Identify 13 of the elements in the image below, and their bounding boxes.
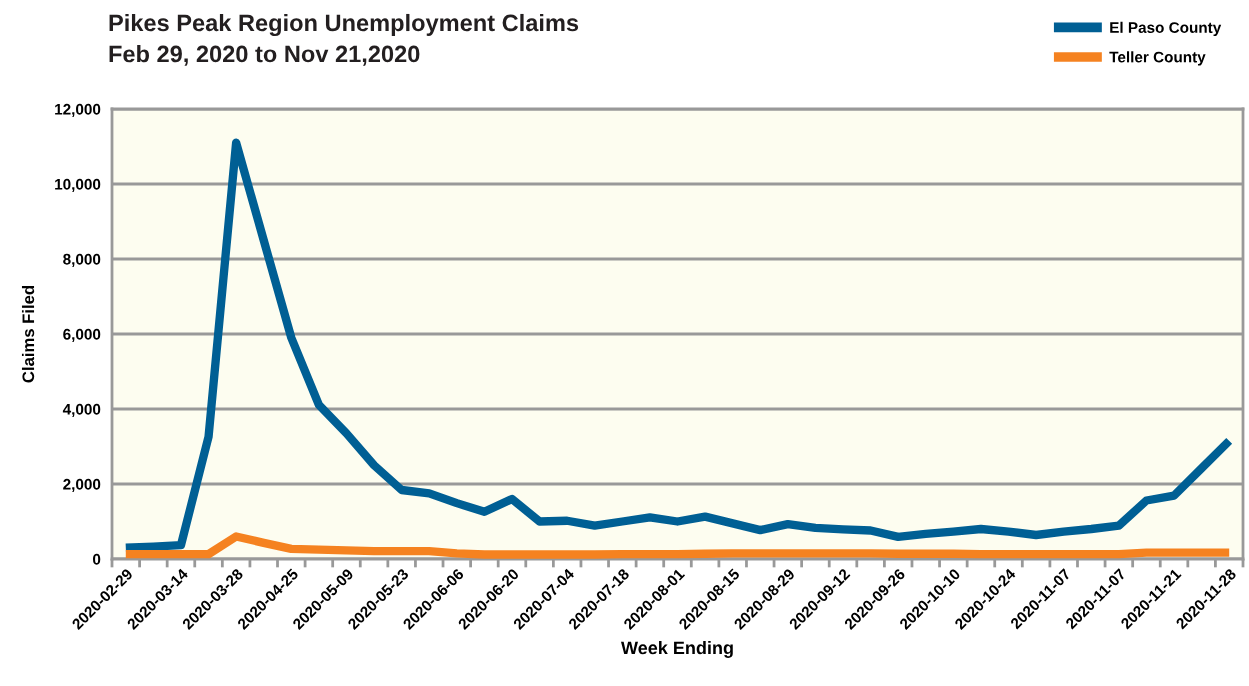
- y-tick-label: 12,000: [55, 103, 101, 117]
- chart-subtitle: Feb 29, 2020 to Nov 21,2020: [109, 45, 420, 66]
- y-tick-label: 0: [93, 553, 101, 565]
- y-tick-label: 10,000: [55, 178, 101, 192]
- legend-label: El Paso County: [1110, 21, 1222, 36]
- x-axis-title: Week Ending: [621, 640, 733, 658]
- y-axis-title: Claims Filed: [21, 286, 35, 383]
- y-tick-label: 8,000: [63, 253, 101, 267]
- y-tick-label: 2,000: [63, 478, 101, 492]
- chart-title: Pikes Peak Region Unemployment Claims: [109, 13, 579, 37]
- y-tick-label: 4,000: [62, 403, 101, 417]
- legend-label: Teller County: [1109, 51, 1206, 66]
- y-tick-label: 6,000: [63, 328, 101, 342]
